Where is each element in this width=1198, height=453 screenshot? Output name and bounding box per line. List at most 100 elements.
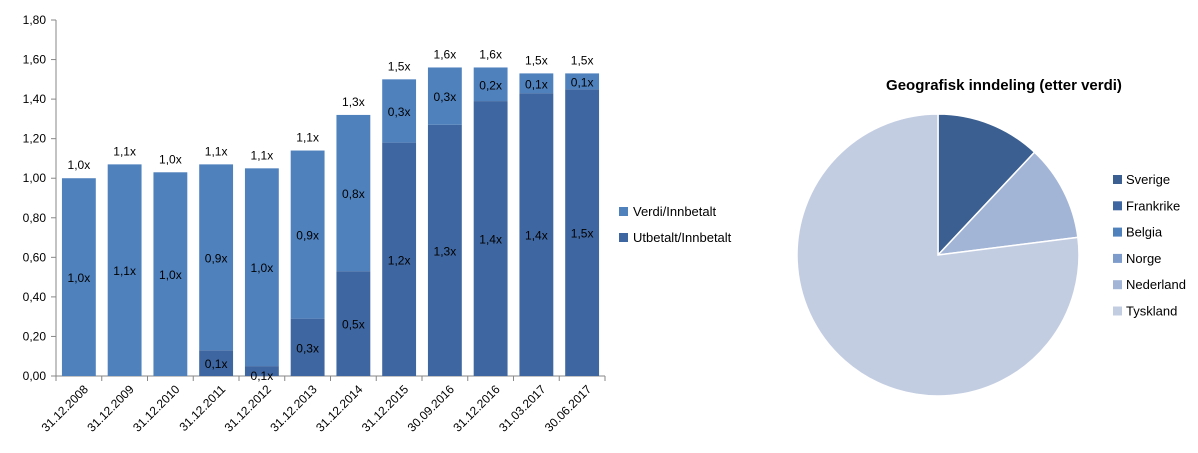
data-label-utbetalt-innbetalt: 1,3x (434, 244, 457, 258)
legend-swatch (1113, 201, 1122, 211)
data-label-verdi-innbetalt: 0,9x (296, 229, 319, 243)
pie-slice-tyskland (796, 113, 1080, 397)
bar-verdi-innbetalt (244, 168, 279, 367)
data-label-total: 1,1x (205, 144, 228, 158)
data-label-utbetalt-innbetalt: 1,4x (525, 229, 548, 243)
bar-verdi-innbetalt (565, 73, 600, 90)
legend-label: Tyskland (1126, 304, 1177, 319)
legend-swatch (619, 207, 628, 216)
bar-verdi-innbetalt (427, 67, 462, 125)
pie-slice-nederland (936, 151, 1079, 257)
bar-verdi-innbetalt (336, 114, 371, 272)
data-label-verdi-innbetalt: 0,2x (479, 78, 502, 92)
legend-label: Nederland (1126, 277, 1186, 292)
bar-utbetalt-innbetalt (199, 350, 234, 376)
bar-utbetalt-innbetalt (565, 89, 600, 376)
data-label-verdi-innbetalt: 1,1x (113, 264, 136, 278)
data-label-total: 1,1x (251, 148, 274, 162)
stacked-bar-chart: 0,00 0,20 0,40 0,60 0,80 1,00 1,20 1,40 1,60 1,80… (23, 13, 606, 435)
data-label-verdi-innbetalt: 1,0x (251, 261, 274, 275)
legend-label: Belgia (1126, 225, 1163, 240)
x-tick-label: 30.09.2016 (405, 382, 458, 435)
bar-verdi-innbetalt (61, 178, 96, 376)
y-tick-label: 1,60 (23, 53, 47, 67)
y-tick-label: 0,40 (23, 290, 47, 304)
x-tick-label: 31.12.2014 (313, 382, 366, 435)
y-tick-label: 0,60 (23, 250, 47, 264)
pie-chart-legend: Sverige Frankrike Belgia Norge Nederland Tysk… (1113, 172, 1186, 319)
y-tick-label: 1,80 (23, 13, 47, 27)
data-label-verdi-innbetalt: 0,8x (342, 187, 365, 201)
legend-label: Frankrike (1126, 198, 1180, 213)
bar-utbetalt-innbetalt (427, 124, 462, 376)
bar-utbetalt-innbetalt (382, 142, 417, 376)
x-tick-label: 31.12.2016 (450, 382, 503, 435)
pie-slice-sverige (937, 113, 1036, 257)
data-label-verdi-innbetalt: 1,0x (68, 271, 91, 285)
legend-swatch (1113, 175, 1122, 184)
data-label-utbetalt-innbetalt: 1,5x (571, 227, 594, 241)
legend-label: Norge (1126, 251, 1161, 266)
x-tick-label: 31.12.2012 (222, 382, 275, 435)
bar-verdi-innbetalt (199, 164, 234, 351)
data-label-verdi-innbetalt: 0,9x (205, 251, 228, 265)
bar-verdi-innbetalt (107, 164, 142, 376)
y-tick-label: 1,40 (23, 92, 47, 106)
bar-verdi-innbetalt (473, 67, 508, 102)
data-label-verdi-innbetalt: 0,1x (571, 75, 594, 89)
legend-swatch (619, 233, 628, 242)
legend-label: Utbetalt/Innbetalt (633, 230, 732, 245)
x-tick-label: 31.03.2017 (496, 382, 549, 435)
data-label-utbetalt-innbetalt: 1,2x (388, 253, 411, 267)
data-label-total: 1,1x (113, 144, 136, 158)
data-label-utbetalt-innbetalt: 0,1x (251, 369, 274, 383)
bar-utbetalt-innbetalt (519, 93, 554, 376)
data-label-total: 1,6x (479, 47, 502, 61)
data-label-total: 1,0x (68, 158, 91, 172)
x-tick-label: 30.06.2017 (542, 382, 595, 435)
bar-chart-legend: Verdi/Innbetalt Utbetalt/Innbetalt (619, 204, 732, 245)
legend-swatch (1113, 306, 1122, 316)
data-label-total: 1,5x (571, 53, 594, 67)
y-tick-label: 1,20 (23, 132, 47, 146)
y-tick-label: 1,00 (23, 171, 47, 185)
bar-verdi-innbetalt (290, 150, 325, 319)
legend-swatch (1113, 227, 1122, 237)
data-label-total: 1,5x (388, 59, 411, 73)
x-tick-label: 31.12.2010 (130, 382, 183, 435)
data-label-total: 1,5x (525, 53, 548, 67)
x-tick-label: 31.12.2011 (177, 382, 229, 434)
bar-utbetalt-innbetalt (473, 101, 508, 376)
bar-utbetalt-innbetalt (290, 318, 325, 376)
y-tick-label: 0,20 (23, 329, 47, 343)
data-label-total: 1,6x (434, 47, 457, 61)
data-label-verdi-innbetalt: 0,3x (388, 105, 411, 119)
data-label-total: 1,1x (296, 131, 319, 145)
bar-verdi-innbetalt (382, 79, 417, 143)
x-tick-label: 31.12.2013 (267, 382, 320, 435)
data-label-total: 1,0x (159, 152, 182, 166)
data-label-utbetalt-innbetalt: 0,5x (342, 318, 365, 332)
y-tick-label: 0,80 (23, 211, 47, 225)
x-tick-label: 31.12.2009 (84, 382, 137, 435)
data-label-utbetalt-innbetalt: 1,4x (479, 233, 502, 247)
legend-label: Verdi/Innbetalt (633, 204, 717, 219)
data-label-verdi-innbetalt: 1,0x (159, 268, 182, 282)
data-label-utbetalt-innbetalt: 0,3x (296, 341, 319, 355)
data-label-total: 1,3x (342, 95, 365, 109)
data-label-verdi-innbetalt: 0,3x (434, 90, 457, 104)
legend-label: Sverige (1126, 172, 1170, 187)
legend-swatch (1113, 253, 1122, 263)
y-tick-label: 0,00 (23, 369, 47, 383)
x-tick-label: 31.12.2015 (359, 382, 412, 435)
pie-chart: Geografisk inndeling (etter verdi) (796, 77, 1122, 397)
bar-utbetalt-innbetalt (244, 366, 279, 376)
x-tick-label: 31.12.2008 (39, 382, 92, 435)
legend-swatch (1113, 280, 1122, 290)
data-label-utbetalt-innbetalt: 0,1x (205, 357, 228, 371)
bar-utbetalt-innbetalt (336, 271, 371, 376)
bar-verdi-innbetalt (153, 172, 188, 376)
pie-chart-title: Geografisk inndeling (etter verdi) (886, 77, 1122, 94)
